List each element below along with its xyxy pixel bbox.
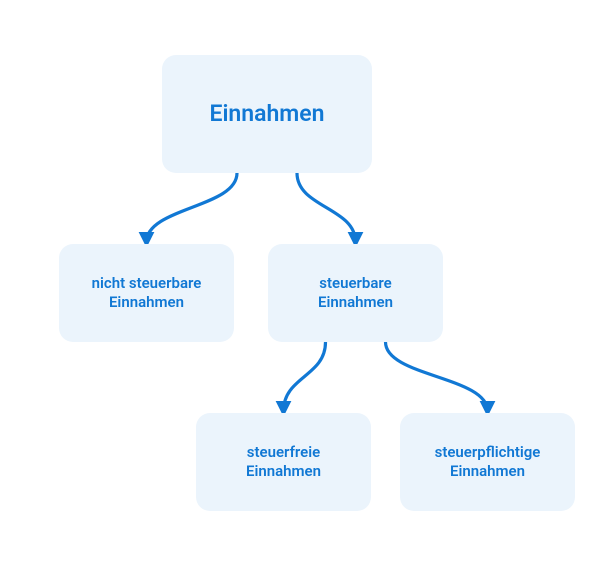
tree-node-n2: steuerbare Einnahmen	[268, 244, 443, 342]
tree-node-label: steuerbare Einnahmen	[318, 274, 393, 312]
edge-n2-n21	[284, 342, 326, 411]
tree-node-root: Einnahmen	[162, 55, 372, 173]
tree-node-label: steuerfreie Einnahmen	[246, 443, 321, 481]
edge-n2-n22	[386, 342, 488, 411]
tree-node-label: Einnahmen	[209, 100, 324, 129]
tree-node-n21: steuerfreie Einnahmen	[196, 413, 371, 511]
edge-root-n1	[147, 173, 238, 242]
tree-node-n1: nicht steuerbare Einnahmen	[59, 244, 234, 342]
tree-node-n22: steuerpflichtige Einnahmen	[400, 413, 575, 511]
tree-diagram: Einnahmen nicht steuerbare Einnahmen steue…	[0, 0, 610, 564]
edge-root-n2	[297, 173, 356, 242]
tree-node-label: steuerpflichtige Einnahmen	[435, 443, 541, 481]
tree-node-label: nicht steuerbare Einnahmen	[92, 274, 202, 312]
